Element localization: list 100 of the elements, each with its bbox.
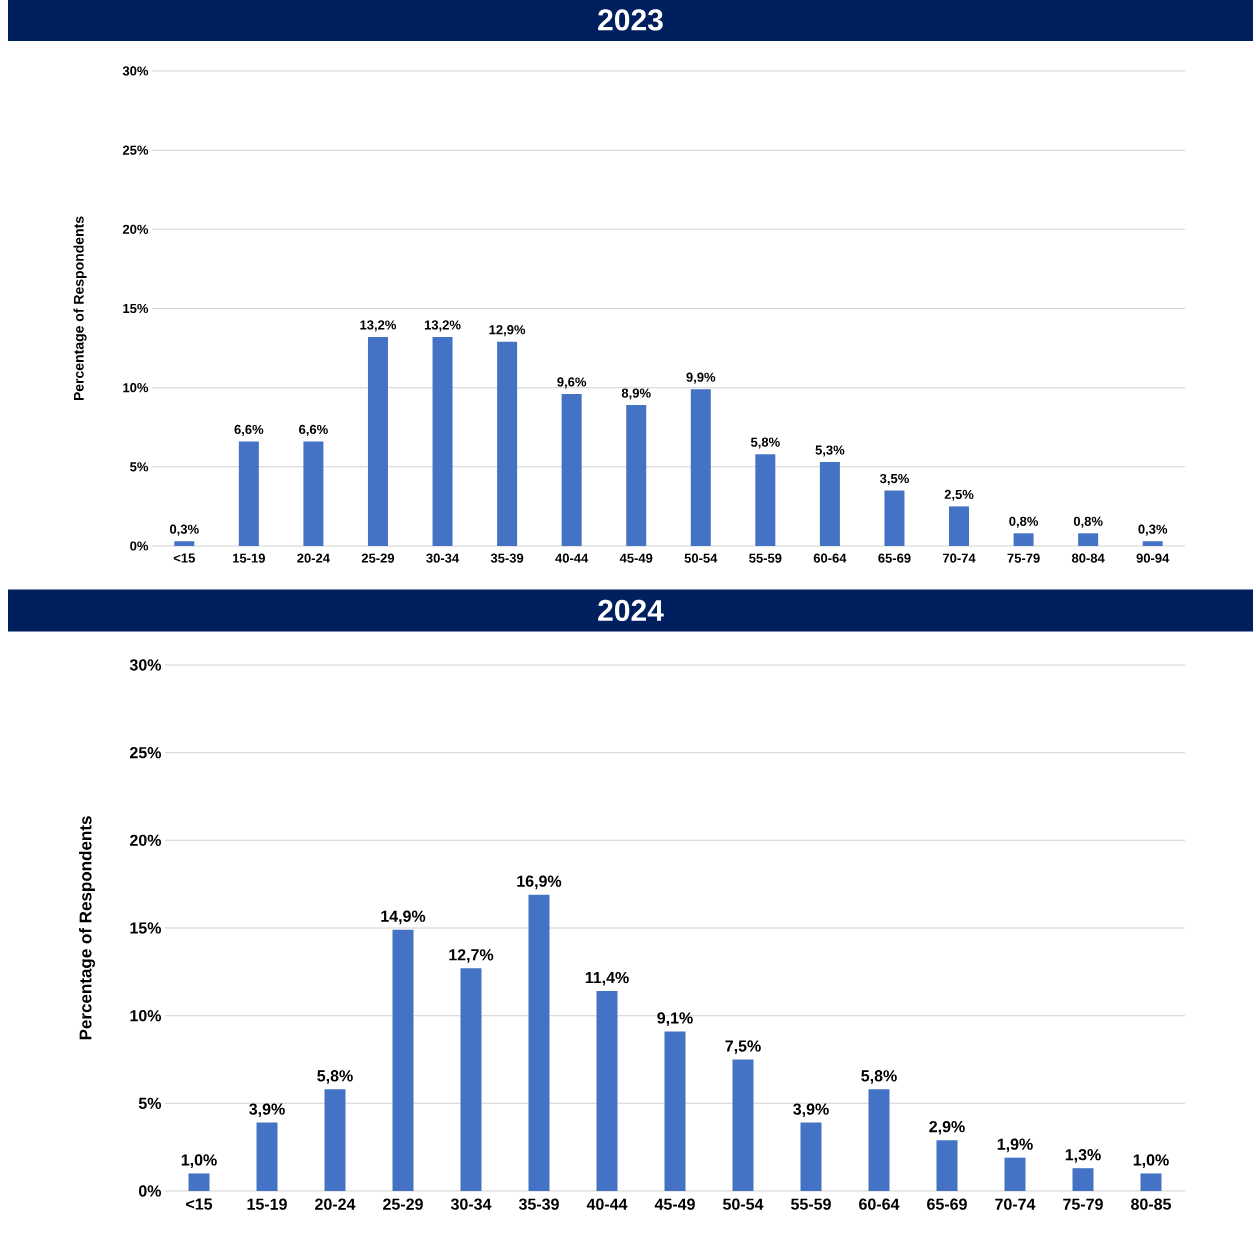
bar: [596, 991, 618, 1191]
data-label: 1,9%: [997, 1138, 1033, 1153]
data-label: 0,3%: [1138, 524, 1168, 536]
x-tick-label: 50-54: [723, 1198, 764, 1210]
x-tick-label: 25-29: [383, 1198, 423, 1210]
y-tick-label: 10%: [130, 1009, 162, 1022]
y-tick-label: 30%: [129, 659, 162, 671]
data-label: 3,9%: [249, 1103, 285, 1118]
data-label: 2,9%: [929, 1120, 965, 1135]
y-tick-label: 0%: [138, 1185, 162, 1197]
bar: [528, 894, 550, 1191]
x-tick-label: 60-64: [813, 553, 847, 563]
y-tick-label: 20%: [122, 224, 149, 234]
data-label: 1,0%: [181, 1154, 217, 1168]
bar: [497, 341, 518, 546]
data-label: 13,2%: [424, 320, 461, 332]
bar: [868, 1089, 890, 1191]
data-label: 9,1%: [657, 1012, 693, 1026]
bar: [755, 454, 776, 546]
x-tick-label: 40-44: [555, 553, 589, 563]
data-label: 7,5%: [725, 1040, 761, 1054]
bar: [884, 490, 905, 546]
bar: [432, 336, 453, 546]
bar: [800, 1122, 822, 1191]
x-tick-label: 30-34: [450, 1198, 492, 1210]
bar: [367, 336, 388, 546]
x-tick-label: 55-59: [749, 553, 782, 563]
y-tick-label: 20%: [130, 834, 162, 846]
x-tick-label: 40-44: [586, 1198, 628, 1210]
data-label: 5,8%: [317, 1070, 353, 1084]
x-tick-label: 70-74: [995, 1198, 1036, 1210]
bar: [256, 1122, 278, 1191]
bar: [664, 1031, 686, 1191]
x-tick-label: 15-19: [233, 553, 265, 563]
data-label: 2,5%: [944, 489, 974, 501]
bar: [949, 506, 970, 546]
data-label: 3,9%: [793, 1103, 829, 1118]
x-tick-label: 25-29: [361, 553, 395, 563]
y-tick-label: 5%: [138, 1097, 162, 1109]
y-tick-label: 5%: [130, 462, 149, 472]
data-label: 11,4%: [585, 971, 629, 986]
data-label: 1,3%: [1065, 1149, 1101, 1163]
x-tick-label: 80-84: [1071, 553, 1105, 563]
x-tick-label: 75-79: [1063, 1198, 1103, 1210]
data-label: 5,8%: [750, 437, 780, 449]
x-tick-label: 15-19: [247, 1198, 287, 1210]
bar: [174, 541, 195, 546]
y-tick-label: 15%: [130, 922, 162, 934]
y-axis-title: Percentage of Respondents: [73, 216, 87, 401]
data-label: 3,5%: [879, 473, 909, 486]
data-label: 0,8%: [1073, 516, 1103, 528]
bar: [188, 1173, 210, 1191]
bar: [1078, 533, 1099, 546]
data-label: 8,9%: [621, 388, 651, 400]
data-label: 1,0%: [1133, 1154, 1169, 1168]
x-tick-label: 20-24: [297, 553, 330, 563]
data-label: 14,9%: [381, 910, 426, 925]
y-tick-label: 30%: [122, 66, 149, 76]
x-tick-label: 60-64: [859, 1198, 900, 1210]
data-label: 5,3%: [815, 445, 845, 457]
data-label: 12,9%: [489, 325, 526, 337]
x-tick-label: 50-54: [684, 553, 718, 563]
y-tick-label: 25%: [122, 145, 149, 155]
y-axis-title: Percentage of Respondents: [79, 816, 95, 1040]
bar: [1013, 533, 1034, 546]
x-tick-label: 65-69: [927, 1198, 967, 1210]
data-label: 5,8%: [861, 1070, 897, 1084]
bar: [626, 405, 647, 546]
x-tick-label: <15: [173, 553, 195, 563]
chart-title: 2023: [598, 9, 663, 31]
data-label: 12,7%: [449, 949, 494, 963]
bar: [732, 1059, 754, 1191]
data-label: 0,8%: [1009, 516, 1039, 528]
x-tick-label: 65-69: [878, 553, 911, 563]
x-tick-label: 45-49: [619, 553, 653, 563]
chart-title: 2024: [598, 599, 664, 622]
data-label: 6,6%: [234, 424, 264, 436]
bar: [936, 1140, 958, 1191]
bar: [392, 929, 414, 1191]
x-tick-label: 45-49: [654, 1198, 695, 1210]
bar: [690, 389, 711, 546]
x-tick-label: 80-85: [1131, 1198, 1171, 1210]
bar: [1004, 1157, 1026, 1191]
bar: [1072, 1168, 1094, 1191]
data-label: 9,6%: [557, 377, 587, 389]
x-tick-label: 30-34: [426, 553, 460, 563]
x-tick-label: 55-59: [791, 1198, 831, 1210]
x-tick-label: 20-24: [315, 1198, 356, 1210]
x-tick-label: 70-74: [942, 553, 976, 563]
x-tick-label: <15: [186, 1198, 213, 1210]
data-label: 9,9%: [686, 372, 716, 384]
data-label: 13,2%: [360, 320, 397, 332]
bar: [324, 1089, 346, 1191]
bar: [1142, 541, 1163, 546]
bar: [238, 441, 259, 546]
bar: [561, 393, 582, 546]
y-tick-label: 10%: [123, 383, 149, 393]
y-tick-label: 15%: [123, 303, 149, 314]
x-tick-label: 35-39: [518, 1198, 559, 1210]
data-label: 6,6%: [299, 424, 328, 436]
